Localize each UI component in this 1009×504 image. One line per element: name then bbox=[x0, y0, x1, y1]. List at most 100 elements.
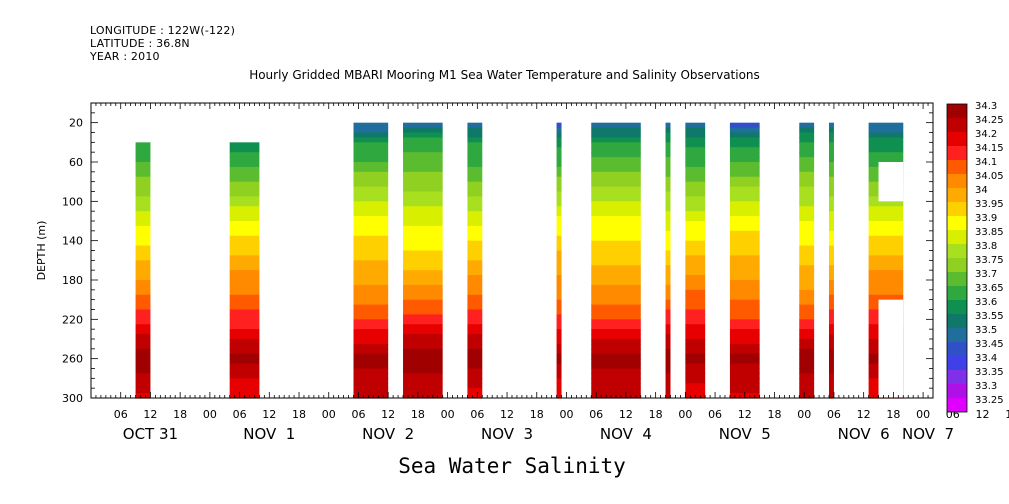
data-cell bbox=[685, 245, 706, 252]
data-cell bbox=[828, 275, 834, 281]
colorbar-label: 34.05 bbox=[975, 171, 1004, 182]
data-cell bbox=[729, 191, 760, 198]
data-cell bbox=[799, 235, 815, 242]
colorbar-swatch bbox=[947, 160, 967, 174]
data-cell bbox=[467, 393, 483, 399]
data-cell bbox=[685, 309, 706, 316]
data-cell bbox=[828, 348, 834, 355]
data-cell bbox=[591, 132, 641, 139]
data-cell bbox=[403, 294, 443, 301]
data-cell bbox=[828, 206, 834, 212]
data-cell bbox=[665, 368, 671, 375]
missing-data-region bbox=[878, 162, 904, 202]
data-cell bbox=[665, 127, 671, 134]
data-cell bbox=[828, 132, 834, 139]
data-cell bbox=[467, 147, 483, 153]
data-cell bbox=[403, 304, 443, 311]
data-cell bbox=[799, 250, 815, 257]
data-cell bbox=[591, 186, 641, 193]
data-cell bbox=[799, 142, 815, 148]
data-cell bbox=[556, 353, 562, 360]
data-cell bbox=[799, 211, 815, 217]
data-cell bbox=[799, 284, 815, 291]
data-cell bbox=[828, 334, 834, 340]
data-cell bbox=[685, 225, 706, 232]
data-cell bbox=[665, 206, 671, 212]
chart-title: Hourly Gridded MBARI Mooring M1 Sea Wate… bbox=[249, 68, 760, 82]
x-tick-label: 06 bbox=[708, 408, 722, 421]
data-cell bbox=[868, 132, 904, 139]
data-cell bbox=[403, 363, 443, 370]
data-cell bbox=[729, 358, 760, 365]
data-cell bbox=[467, 309, 483, 316]
data-cell bbox=[353, 343, 389, 350]
data-cell bbox=[135, 157, 151, 163]
data-cell bbox=[685, 240, 706, 247]
x-tick-label: 06 bbox=[114, 408, 128, 421]
colorbar-swatch bbox=[947, 202, 967, 216]
colorbar-label: 33.6 bbox=[975, 297, 997, 308]
data-cell bbox=[403, 319, 443, 325]
data-cell bbox=[729, 240, 760, 247]
data-cell bbox=[665, 348, 671, 355]
data-cell bbox=[403, 162, 443, 168]
data-cell bbox=[229, 284, 260, 291]
colorbar: 34.3 34.25 34.2 34.15 34.1 34.05 34 33.95 33.9 33… bbox=[946, 101, 1004, 413]
data-cell bbox=[229, 358, 260, 365]
colorbar-label: 34.1 bbox=[975, 157, 997, 168]
data-block bbox=[556, 122, 562, 399]
data-cell bbox=[353, 378, 389, 384]
x-tick-label: 12 bbox=[500, 408, 514, 421]
data-cell bbox=[556, 132, 562, 139]
data-cell bbox=[729, 142, 760, 148]
data-cell bbox=[729, 324, 760, 330]
data-cell bbox=[353, 348, 389, 355]
data-cell bbox=[828, 289, 834, 296]
data-cell bbox=[828, 343, 834, 350]
data-cell bbox=[665, 137, 671, 143]
x-tick-label: 06 bbox=[233, 408, 247, 421]
data-cell bbox=[556, 329, 562, 335]
data-cell bbox=[665, 166, 671, 173]
data-cell bbox=[353, 186, 389, 193]
data-cell bbox=[229, 270, 260, 276]
data-cell bbox=[591, 275, 641, 281]
data-cell bbox=[229, 265, 260, 271]
data-cell bbox=[135, 280, 151, 286]
colorbar-swatch bbox=[947, 342, 967, 356]
colorbar-label: 33.25 bbox=[975, 395, 1004, 406]
data-cell bbox=[135, 235, 151, 242]
data-cell bbox=[467, 127, 483, 134]
data-cell bbox=[591, 260, 641, 266]
data-cell bbox=[353, 275, 389, 281]
data-cell bbox=[729, 245, 760, 252]
data-cell bbox=[135, 270, 151, 276]
y-axis: 20 60 100 140 180 220 260 300 DEPTH (m) bbox=[35, 112, 933, 405]
data-cell bbox=[799, 191, 815, 198]
data-cell bbox=[591, 147, 641, 153]
data-cell bbox=[229, 240, 260, 247]
data-cell bbox=[403, 196, 443, 202]
colorbar-swatch bbox=[947, 314, 967, 328]
data-cell bbox=[467, 319, 483, 325]
data-cell bbox=[556, 255, 562, 261]
data-cell bbox=[591, 289, 641, 296]
data-cell bbox=[403, 176, 443, 183]
data-cell bbox=[828, 383, 834, 389]
data-cell bbox=[135, 334, 151, 340]
data-cell bbox=[467, 299, 483, 306]
data-cell bbox=[135, 245, 151, 252]
data-cell bbox=[591, 334, 641, 340]
data-cell bbox=[828, 299, 834, 306]
data-cell bbox=[828, 186, 834, 193]
data-cell bbox=[135, 240, 151, 247]
data-cell bbox=[467, 348, 483, 355]
data-cell bbox=[403, 368, 443, 375]
data-cell bbox=[729, 162, 760, 168]
data-cell bbox=[665, 353, 671, 360]
data-cell bbox=[828, 225, 834, 232]
x-axis-title: Sea Water Salinity bbox=[398, 454, 626, 478]
data-cell bbox=[467, 373, 483, 379]
data-cell bbox=[556, 127, 562, 134]
data-cell bbox=[353, 255, 389, 261]
